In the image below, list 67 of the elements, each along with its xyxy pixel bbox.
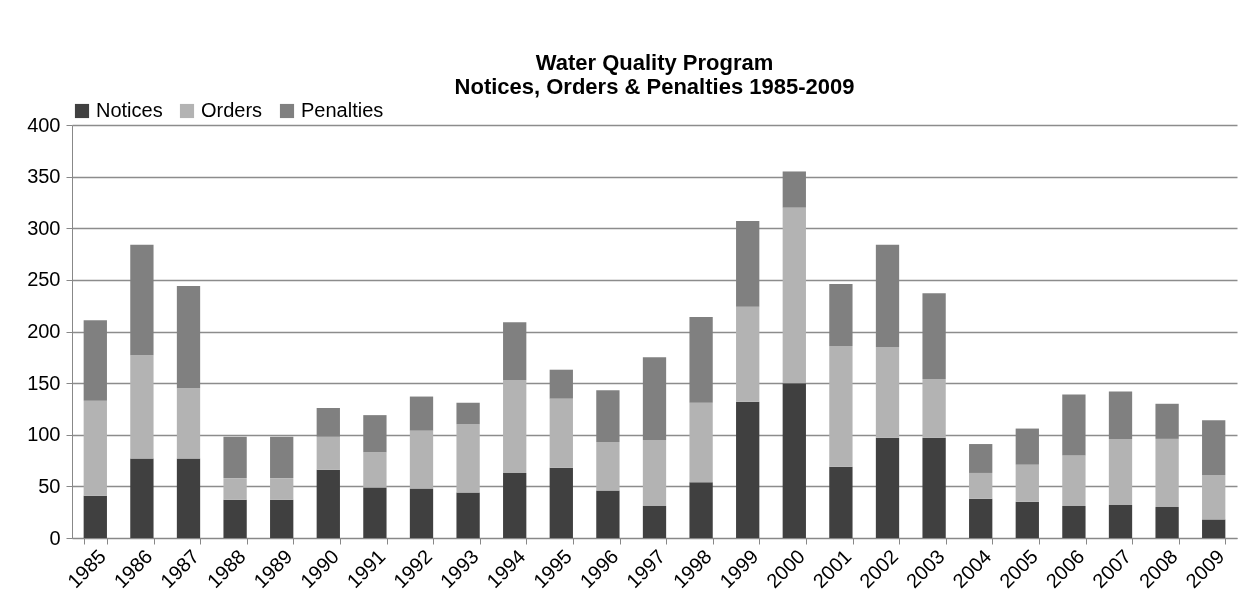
bar [270, 478, 294, 500]
bar [549, 467, 573, 538]
bar [503, 472, 527, 538]
bar [223, 478, 247, 500]
bar [409, 430, 434, 489]
bar [363, 487, 387, 538]
bar [969, 472, 993, 499]
bar [875, 437, 900, 538]
bar [456, 424, 480, 493]
y-tick-label: 50 [38, 474, 61, 497]
bar [642, 505, 667, 538]
bar [1015, 501, 1039, 538]
bar [689, 482, 713, 538]
bar [969, 498, 993, 538]
bar [1202, 519, 1226, 538]
bar [736, 401, 760, 538]
bar [363, 452, 387, 488]
y-tick-label: 400 [27, 113, 61, 136]
bar [1062, 455, 1086, 506]
bar [130, 458, 154, 538]
bar [689, 402, 713, 483]
bar [1155, 438, 1179, 508]
bar [503, 380, 527, 473]
chart-title: Water Quality Program [535, 50, 774, 75]
bar [409, 488, 434, 538]
legend-label: Penalties [301, 99, 384, 121]
bar [1202, 475, 1226, 520]
bar [642, 439, 667, 506]
bar [176, 388, 201, 459]
bar [1015, 464, 1039, 502]
bar [1062, 505, 1086, 538]
bar [130, 355, 154, 459]
legend-label: Orders [201, 99, 263, 121]
y-tick-label: 100 [27, 423, 61, 446]
bar [83, 400, 107, 496]
bar [829, 345, 853, 467]
bar [456, 402, 480, 425]
bar [596, 441, 620, 491]
y-tick-label: 350 [27, 165, 61, 188]
legend-label: Notices [96, 99, 163, 121]
bar [456, 492, 480, 538]
y-tick-label: 0 [49, 526, 61, 549]
bar [549, 398, 573, 468]
bar [922, 379, 946, 438]
bar [596, 490, 620, 538]
bar [176, 458, 201, 538]
y-tick-label: 300 [27, 216, 61, 239]
y-tick-label: 150 [27, 371, 61, 394]
bar [223, 499, 247, 538]
chart-subtitle: Notices, Orders & Penalties 1985-2009 [454, 74, 855, 99]
bar [316, 469, 340, 538]
bar [782, 207, 806, 384]
bar [736, 306, 760, 402]
bar [1155, 507, 1179, 538]
bar [829, 466, 853, 538]
bar [782, 383, 806, 538]
y-tick-label: 250 [27, 268, 61, 291]
bar [1108, 438, 1133, 505]
bar [922, 437, 946, 538]
bar [875, 346, 900, 438]
bar [83, 495, 107, 538]
bar [316, 436, 340, 470]
bar [969, 444, 993, 473]
y-tick-label: 200 [27, 320, 61, 342]
bar [1108, 504, 1133, 538]
bar [270, 499, 294, 538]
bar [409, 396, 434, 431]
